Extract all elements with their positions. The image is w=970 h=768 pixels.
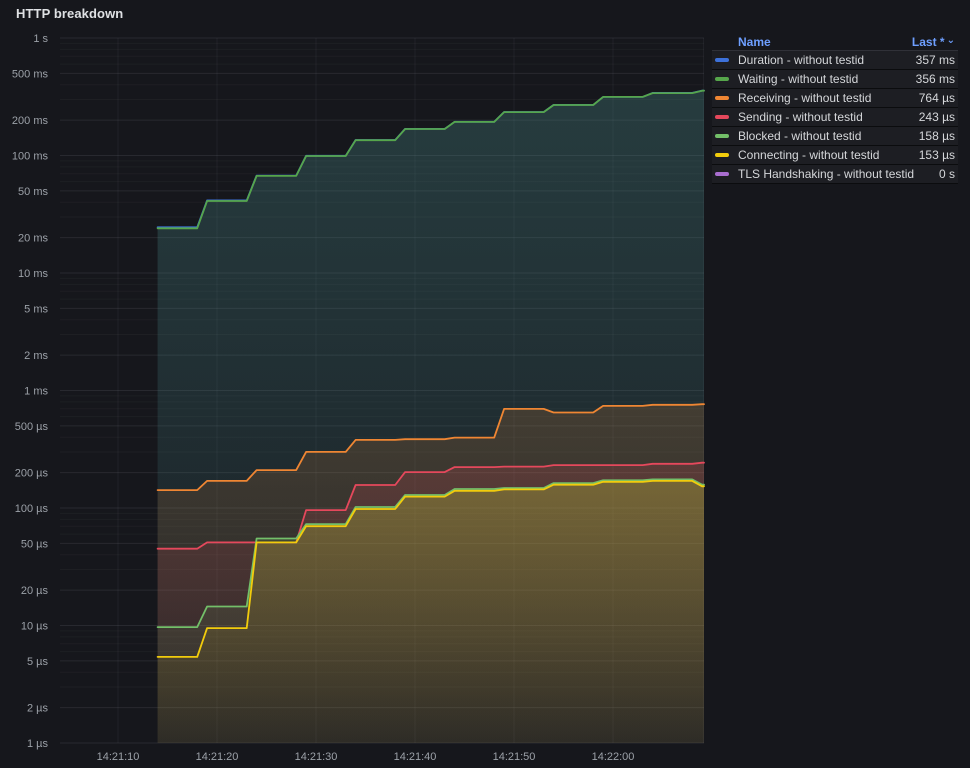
legend-series-name[interactable]: TLS Handshaking - without testid: [738, 167, 915, 181]
legend-series-name[interactable]: Connecting - without testid: [738, 148, 880, 162]
y-tick-label: 10 ms: [18, 268, 48, 280]
legend-series-last-value: 764 µs: [918, 91, 955, 105]
y-tick-label: 20 ms: [18, 233, 48, 245]
legend-series-name[interactable]: Sending - without testid: [738, 110, 863, 124]
y-tick-label: 50 ms: [18, 186, 48, 198]
legend-row[interactable]: TLS Handshaking - without testid 0 s: [712, 165, 958, 184]
y-tick-label: 2 µs: [27, 703, 49, 715]
y-axis-labels: 1 s 500 ms 200 ms 100 ms 50 ms 20 ms 10 ms 5 ms…: [12, 33, 49, 750]
series-area: [157, 480, 705, 743]
legend-series-last-value: 0 s: [938, 167, 955, 181]
legend-series-name[interactable]: Duration - without testid: [738, 53, 865, 67]
legend-series-last-value: 356 ms: [915, 72, 955, 86]
y-tick-label: 1 s: [33, 33, 48, 45]
y-tick-label: 50 µs: [21, 538, 49, 550]
series-color-marker-icon: [715, 153, 729, 157]
legend-series-last-value: 357 ms: [915, 53, 955, 67]
series-color-marker-icon: [715, 172, 729, 176]
series-color-marker-icon: [715, 134, 729, 138]
y-tick-label: 500 µs: [15, 421, 49, 433]
legend-row[interactable]: Waiting - without testid 356 ms: [712, 70, 958, 89]
legend-header: Name Last * ⌄: [712, 33, 958, 51]
x-tick-label: 14:21:50: [493, 751, 536, 763]
legend-series-last-value: 153 µs: [918, 148, 955, 162]
legend-row[interactable]: Connecting - without testid 153 µs: [712, 146, 958, 165]
x-tick-label: 14:21:40: [394, 751, 437, 763]
y-tick-label: 100 µs: [15, 503, 49, 515]
sort-caret-icon: ⌄: [946, 34, 955, 46]
legend-row[interactable]: Blocked - without testid 158 µs: [712, 127, 958, 146]
y-tick-label: 10 µs: [21, 621, 49, 633]
x-tick-label: 14:21:20: [196, 751, 239, 763]
series-line: [156, 89, 705, 230]
legend-series-last-value: 243 µs: [918, 110, 955, 124]
y-tick-label: 200 µs: [15, 468, 49, 480]
legend-row[interactable]: Receiving - without testid 764 µs: [712, 89, 958, 108]
y-tick-label: 100 ms: [12, 151, 49, 163]
legend-series-last-value: 158 µs: [918, 129, 955, 143]
x-tick-label: 14:21:10: [97, 751, 140, 763]
series-line: [156, 461, 705, 550]
legend-sort-last[interactable]: Last * ⌄: [912, 35, 955, 49]
legend-series-name[interactable]: Waiting - without testid: [738, 72, 859, 86]
legend-sort-last-label: Last *: [911, 34, 945, 49]
series-line: [156, 403, 705, 491]
legend-table: Name Last * ⌄ Duration - without testid 3…: [712, 33, 958, 184]
legend-series-name[interactable]: Blocked - without testid: [738, 129, 862, 143]
y-tick-label: 5 ms: [24, 303, 48, 315]
legend-row[interactable]: Sending - without testid 243 µs: [712, 108, 958, 127]
y-tick-label: 20 µs: [21, 585, 49, 597]
y-tick-label: 500 ms: [12, 68, 49, 80]
y-tick-label: 200 ms: [12, 115, 49, 127]
y-tick-label: 1 ms: [24, 386, 48, 398]
x-tick-label: 14:22:00: [592, 751, 635, 763]
panel-title[interactable]: HTTP breakdown: [16, 6, 124, 21]
series-color-marker-icon: [715, 96, 729, 100]
series-color-marker-icon: [715, 115, 729, 119]
legend-sort-name[interactable]: Name: [738, 34, 771, 49]
legend-row[interactable]: Duration - without testid 357 ms: [712, 51, 958, 70]
legend-series-name[interactable]: Receiving - without testid: [738, 91, 872, 105]
series-line: [156, 480, 705, 658]
series-color-marker-icon: [715, 77, 729, 81]
series-lines: [156, 89, 705, 744]
x-axis-labels: 14:21:10 14:21:20 14:21:30 14:21:40 14:21:50…: [97, 751, 635, 763]
legend-rows: Duration - without testid 357 ms Waiting -…: [712, 51, 958, 184]
x-tick-label: 14:21:30: [295, 751, 338, 763]
series-color-marker-icon: [715, 58, 729, 62]
y-tick-label: 5 µs: [27, 656, 49, 668]
y-tick-label: 1 µs: [27, 738, 49, 750]
y-tick-label: 2 ms: [24, 350, 48, 362]
